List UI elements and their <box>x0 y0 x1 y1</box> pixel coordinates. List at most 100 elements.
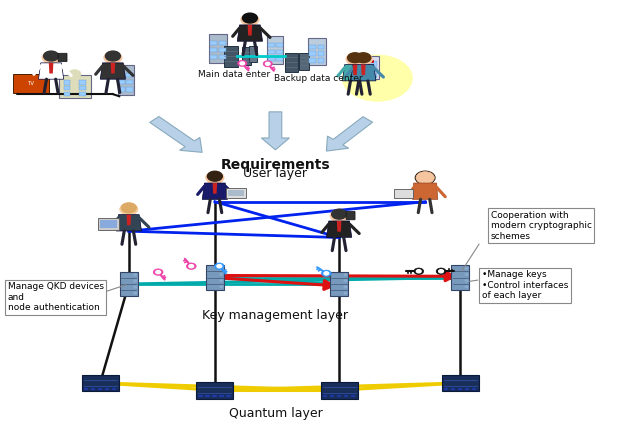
Circle shape <box>42 51 60 64</box>
FancyBboxPatch shape <box>63 80 70 85</box>
FancyBboxPatch shape <box>330 272 348 296</box>
Polygon shape <box>261 112 289 150</box>
Polygon shape <box>237 25 262 41</box>
FancyBboxPatch shape <box>212 395 217 397</box>
Circle shape <box>344 280 347 282</box>
FancyBboxPatch shape <box>91 388 95 390</box>
FancyBboxPatch shape <box>451 265 469 290</box>
FancyBboxPatch shape <box>276 50 283 54</box>
FancyBboxPatch shape <box>276 43 283 47</box>
Circle shape <box>356 53 371 62</box>
Circle shape <box>465 286 468 288</box>
Circle shape <box>120 203 138 215</box>
Circle shape <box>438 270 444 273</box>
FancyBboxPatch shape <box>346 211 355 220</box>
Circle shape <box>266 62 270 65</box>
FancyBboxPatch shape <box>451 388 455 390</box>
FancyBboxPatch shape <box>63 86 70 91</box>
Circle shape <box>321 270 332 277</box>
FancyBboxPatch shape <box>370 62 376 66</box>
Text: Cooperation with
modern cryptographic
schemes: Cooperation with modern cryptographic sc… <box>491 211 592 241</box>
Text: Requirements: Requirements <box>221 158 330 172</box>
Circle shape <box>153 269 163 275</box>
Polygon shape <box>127 215 131 225</box>
Circle shape <box>134 286 136 288</box>
Circle shape <box>344 292 347 294</box>
FancyBboxPatch shape <box>370 67 376 71</box>
FancyBboxPatch shape <box>276 57 283 61</box>
FancyBboxPatch shape <box>458 388 462 390</box>
FancyBboxPatch shape <box>318 45 324 49</box>
Polygon shape <box>100 63 125 79</box>
FancyBboxPatch shape <box>242 47 252 65</box>
Circle shape <box>104 51 122 64</box>
FancyBboxPatch shape <box>98 218 119 230</box>
Circle shape <box>465 280 468 281</box>
Circle shape <box>330 210 348 222</box>
Polygon shape <box>353 65 357 75</box>
Circle shape <box>332 209 347 219</box>
FancyBboxPatch shape <box>127 73 133 77</box>
FancyBboxPatch shape <box>224 45 238 67</box>
Circle shape <box>220 268 223 269</box>
FancyBboxPatch shape <box>465 388 469 390</box>
FancyBboxPatch shape <box>13 74 49 93</box>
Circle shape <box>220 274 223 275</box>
Circle shape <box>344 274 347 275</box>
FancyBboxPatch shape <box>211 48 217 52</box>
FancyBboxPatch shape <box>370 73 376 77</box>
FancyBboxPatch shape <box>268 37 284 64</box>
Circle shape <box>68 70 81 78</box>
FancyBboxPatch shape <box>359 67 365 71</box>
Circle shape <box>344 286 347 288</box>
Circle shape <box>354 53 372 65</box>
Circle shape <box>134 292 136 294</box>
FancyBboxPatch shape <box>206 265 224 290</box>
FancyBboxPatch shape <box>285 53 298 71</box>
FancyBboxPatch shape <box>196 382 234 399</box>
Circle shape <box>436 268 446 275</box>
FancyBboxPatch shape <box>309 45 316 49</box>
Circle shape <box>205 172 224 184</box>
Circle shape <box>237 60 247 66</box>
FancyBboxPatch shape <box>323 395 327 397</box>
Circle shape <box>346 53 364 65</box>
FancyBboxPatch shape <box>268 43 275 47</box>
FancyBboxPatch shape <box>321 382 358 399</box>
Circle shape <box>207 171 222 181</box>
Circle shape <box>214 263 224 269</box>
FancyBboxPatch shape <box>211 55 217 60</box>
FancyBboxPatch shape <box>359 62 365 66</box>
Text: Main data enter: Main data enter <box>198 70 270 79</box>
Polygon shape <box>361 65 365 75</box>
Polygon shape <box>212 183 217 194</box>
FancyBboxPatch shape <box>63 92 70 96</box>
Circle shape <box>342 55 412 101</box>
Circle shape <box>324 272 329 275</box>
Circle shape <box>241 14 259 26</box>
FancyBboxPatch shape <box>120 272 138 296</box>
FancyBboxPatch shape <box>98 388 102 390</box>
FancyBboxPatch shape <box>59 75 91 98</box>
Polygon shape <box>116 215 141 231</box>
Circle shape <box>240 62 244 65</box>
Text: •Manage keys
•Control interfaces
of each layer: •Manage keys •Control interfaces of each… <box>482 270 568 300</box>
Polygon shape <box>337 221 341 232</box>
Circle shape <box>263 61 273 67</box>
FancyBboxPatch shape <box>356 56 379 79</box>
Text: Key management layer: Key management layer <box>202 309 348 322</box>
Polygon shape <box>351 65 376 81</box>
FancyBboxPatch shape <box>82 374 118 391</box>
FancyBboxPatch shape <box>309 51 316 56</box>
FancyBboxPatch shape <box>127 88 133 92</box>
FancyBboxPatch shape <box>118 88 125 92</box>
FancyBboxPatch shape <box>226 188 246 198</box>
FancyBboxPatch shape <box>394 189 413 198</box>
Circle shape <box>106 51 120 61</box>
FancyBboxPatch shape <box>79 80 86 85</box>
FancyBboxPatch shape <box>268 57 275 61</box>
Text: Quantum layer: Quantum layer <box>228 407 323 420</box>
Circle shape <box>220 286 223 288</box>
FancyBboxPatch shape <box>211 41 217 45</box>
FancyBboxPatch shape <box>249 46 257 62</box>
